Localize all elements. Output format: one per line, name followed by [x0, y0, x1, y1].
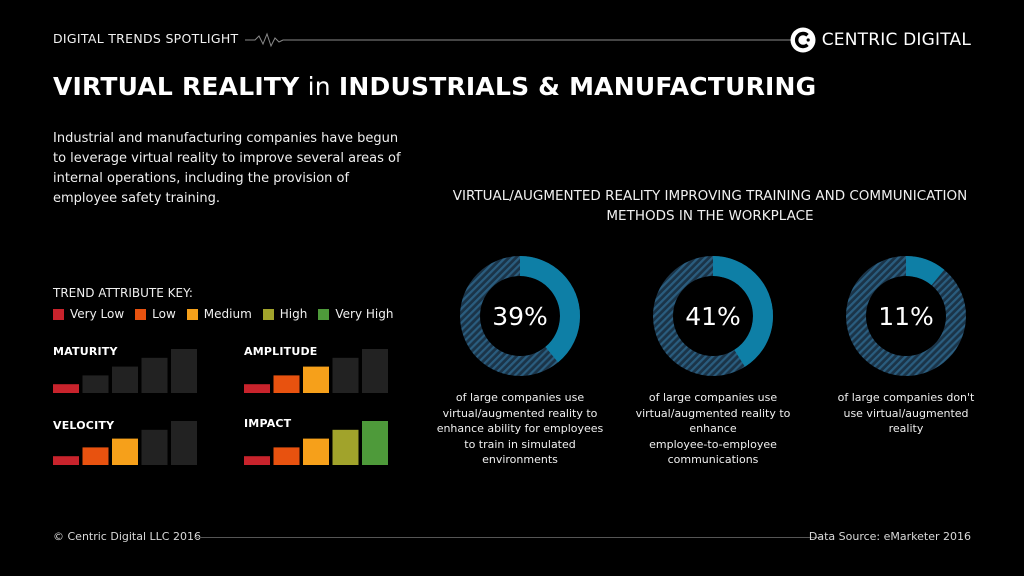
legend-item-medium: Medium	[186, 307, 252, 321]
donut-caption-line: virtual/augmented reality to	[442, 406, 598, 420]
donut-caption-line: reality	[888, 422, 924, 435]
donut-chart-3: 11%	[844, 254, 968, 378]
legend-swatch	[186, 308, 198, 320]
attribute-bar-low	[82, 447, 109, 465]
title-part-2: in	[299, 72, 339, 101]
attribute-impact: IMPACT	[244, 417, 404, 507]
attribute-bar-high	[332, 357, 359, 393]
attribute-maturity-bars	[53, 349, 197, 393]
donut-highlight-slice	[653, 256, 773, 376]
donut-caption-1: of large companies use virtual/augmented …	[425, 390, 615, 468]
attribute-bar-low	[273, 375, 300, 393]
attribute-amplitude-bars	[244, 349, 388, 393]
legend-item-high: High	[262, 307, 308, 321]
legend-label: Very Low	[70, 307, 125, 321]
trend-key-heading: TREND ATTRIBUTE KEY:	[53, 286, 193, 300]
donut-highlight-slice	[846, 256, 966, 376]
attribute-bar-medium	[303, 366, 329, 393]
heartbeat-line	[245, 32, 805, 48]
donut-caption-line: of large companies don't	[837, 391, 975, 404]
donut-caption-line: communications	[667, 453, 759, 466]
brand-logo: CENTRIC DIGITAL	[790, 26, 971, 54]
attribute-maturity: MATURITY	[53, 345, 213, 435]
legend-label: Medium	[203, 307, 252, 321]
donut-section-title: VIRTUAL/AUGMENTED REALITY IMPROVING TRAI…	[452, 188, 968, 224]
attribute-maturity-label: MATURITY	[53, 345, 118, 358]
centric-c-logo-icon	[790, 27, 816, 53]
donut-value-label: 11%	[878, 301, 934, 331]
legend-swatch	[262, 308, 274, 320]
legend-item-very-low: Very Low	[53, 307, 124, 321]
legend-swatch	[318, 308, 330, 320]
spotlight-label: DIGITAL TRENDS SPOTLIGHT	[53, 31, 239, 46]
attribute-bar-medium	[303, 438, 329, 465]
donut-caption-line: environments	[482, 453, 558, 466]
attribute-impact-bars	[244, 421, 388, 465]
footer-divider	[194, 537, 822, 538]
page-title: VIRTUAL REALITY in INDUSTRIALS & MANUFAC…	[53, 72, 816, 101]
trend-key-legend: Very Low Low Medium High Very High	[53, 307, 404, 321]
attribute-bar-medium	[112, 366, 138, 393]
copyright: © Centric Digital LLC 2016	[53, 530, 201, 543]
donut-graphic	[653, 256, 773, 376]
donut-chart-1: 39%	[458, 254, 582, 378]
donut-caption-line: virtual/augmented reality to	[635, 406, 791, 420]
donut-chart-2: 41%	[651, 254, 775, 378]
intro-paragraph: Industrial and manufacturing companies h…	[53, 131, 401, 206]
donut-caption-line: to train in simulated	[464, 437, 576, 451]
attribute-impact-label: IMPACT	[244, 417, 292, 430]
top-bar: DIGITAL TRENDS SPOTLIGHT CENTRIC DIGITAL	[53, 26, 971, 54]
donut-caption-2: of large companies use virtual/augmented …	[618, 390, 808, 468]
title-part-1: VIRTUAL REALITY	[53, 72, 300, 101]
donut-caption-3: of large companies don't use virtual/augm…	[811, 390, 1001, 437]
attribute-bar-high	[141, 429, 168, 465]
attribute-velocity-bars	[53, 421, 197, 465]
donut-graphic	[846, 256, 966, 376]
attribute-amplitude: AMPLITUDE	[244, 345, 404, 435]
brand-name: CENTRIC DIGITAL	[821, 30, 971, 50]
legend-label: High	[279, 307, 308, 321]
attribute-bar-very-low	[53, 456, 79, 465]
donut-value-label: 41%	[685, 301, 741, 331]
legend-item-low: Low	[135, 307, 176, 321]
legend-label: Very High	[335, 307, 394, 321]
attribute-bar-very-low	[53, 384, 79, 393]
donut-caption-line: employee-to-employee	[649, 437, 777, 451]
donut-caption-line: of large companies use	[455, 391, 585, 404]
attribute-bar-high	[141, 357, 168, 393]
data-source: Data Source: eMarketer 2016	[808, 530, 971, 543]
attribute-bar-very-low	[244, 384, 270, 393]
legend-swatch	[135, 308, 147, 320]
attribute-bar-very-low	[244, 456, 270, 465]
attribute-bar-very-high	[171, 421, 197, 465]
attribute-bar-medium	[112, 438, 138, 465]
attribute-bar-low	[82, 375, 109, 393]
donut-caption-line: use virtual/augmented	[843, 406, 969, 420]
donut-caption-line: of large companies use	[648, 391, 778, 404]
attribute-bar-low	[273, 447, 300, 465]
donut-caption-line: enhance ability for employees	[436, 422, 604, 435]
attribute-bar-very-high	[171, 349, 197, 393]
donut-caption-line: enhance	[689, 422, 737, 435]
legend-label: Low	[152, 307, 176, 321]
donut-graphic	[460, 256, 580, 376]
legend-swatch	[53, 308, 64, 320]
donut-value-label: 39%	[492, 301, 548, 331]
donut-highlight-slice	[460, 256, 580, 376]
legend-item-very-high: Very High	[318, 307, 393, 321]
attribute-bar-very-high	[362, 421, 388, 465]
title-part-3: INDUSTRIALS & MANUFACTURING	[338, 72, 817, 101]
attribute-velocity: VELOCITY	[53, 417, 213, 507]
attribute-velocity-label: VELOCITY	[53, 419, 115, 432]
attribute-bar-high	[332, 429, 359, 465]
attribute-amplitude-label: AMPLITUDE	[244, 345, 318, 358]
attribute-bar-very-high	[362, 349, 388, 393]
